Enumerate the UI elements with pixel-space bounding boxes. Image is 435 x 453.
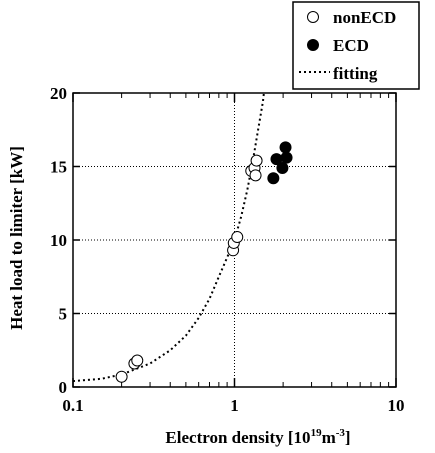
data-point-ECD (279, 141, 292, 154)
x-tick-label: 0.1 (62, 396, 83, 415)
legend-marker-nonECD (307, 11, 319, 23)
x-axis-unit-suffix: ] (345, 428, 351, 447)
data-point-nonECD (131, 354, 144, 367)
x-axis-unit-mid: m (322, 428, 336, 447)
x-axis-unit-exp1: 19 (311, 427, 323, 439)
x-axis-label-text: Electron density (165, 428, 284, 447)
data-point-nonECD (115, 370, 128, 383)
y-tick-label: 5 (59, 305, 68, 324)
y-tick-label: 20 (50, 84, 67, 103)
y-tick-label: 15 (50, 158, 67, 177)
data-point-ECD (276, 161, 289, 174)
x-tick-label: 1 (230, 396, 239, 415)
tick-labels: 0 5 10 15 20 0.1 1 10 (50, 84, 405, 415)
legend-label-fitting: fitting (333, 64, 378, 83)
data-point-ECD (280, 151, 293, 164)
legend-marker-ECD (307, 39, 319, 51)
legend-label-nonECD: nonECD (333, 8, 396, 27)
data-point-nonECD (249, 169, 262, 182)
y-tick-label: 0 (59, 378, 68, 397)
y-tick-label: 10 (50, 231, 67, 250)
x-axis-label: Electron density [1019m-3] (165, 427, 350, 447)
x-axis-unit-prefix: [10 (284, 428, 311, 447)
data-point-ECD (267, 172, 280, 185)
data-point-nonECD (231, 231, 244, 244)
data-point-nonECD (250, 154, 263, 167)
axis-ticks (72, 92, 397, 388)
x-tick-label: 10 (388, 396, 405, 415)
legend: nonECD ECD fitting (292, 1, 420, 90)
y-axis-label: Heat load to limiter [kW] (7, 146, 26, 330)
data-point-ECD (270, 153, 283, 166)
data-points-layer (115, 141, 293, 383)
x-axis-unit-exp2: -3 (336, 427, 346, 439)
legend-label-ECD: ECD (333, 36, 369, 55)
